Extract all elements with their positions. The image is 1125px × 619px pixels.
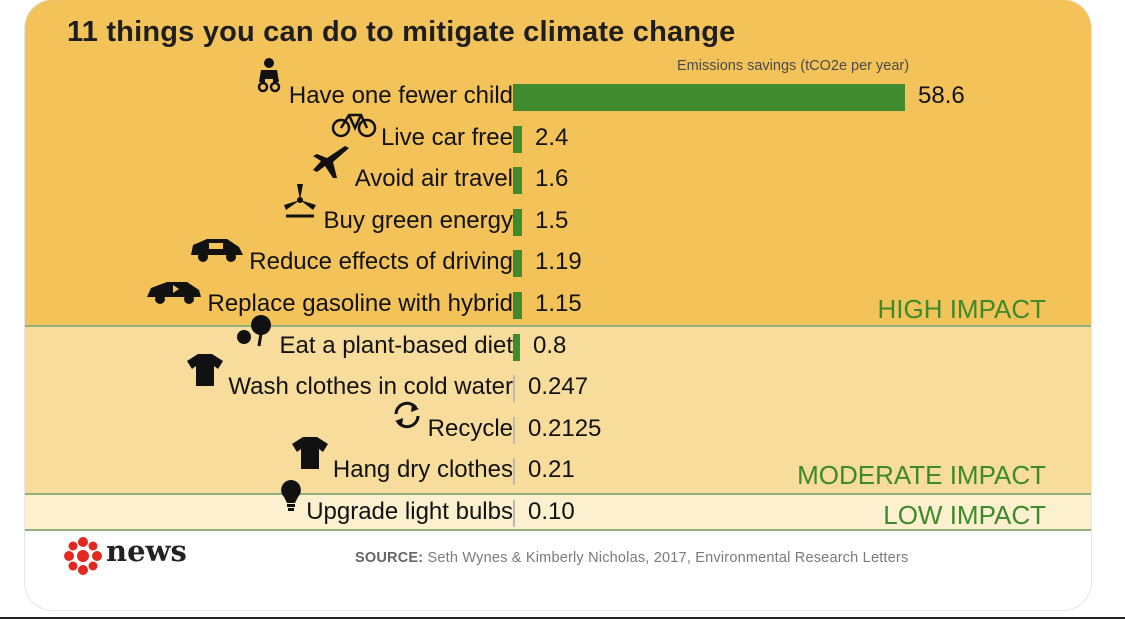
baby-icon [253, 57, 285, 97]
infographic-card: 11 things you can do to mitigate climate… [25, 0, 1091, 610]
bar [513, 500, 515, 527]
bicycle-icon [331, 109, 377, 139]
category-label: Live car free [380, 123, 513, 151]
bar [513, 375, 515, 403]
bar [513, 292, 522, 319]
bottom-rule [0, 617, 1125, 619]
divider-high-moderate [25, 325, 1091, 327]
axis-units-label: Emissions savings (tCO2e per year) [677, 58, 910, 74]
category-label: Have one fewer child [288, 82, 513, 109]
shirt-icon [291, 435, 329, 471]
bar [513, 416, 515, 444]
category-label: Replace gasoline with hybrid [207, 290, 513, 317]
category-label: Hang dry clothes [332, 456, 513, 484]
hybrid-car-icon [145, 279, 203, 305]
value-label: 2.4 [535, 123, 569, 151]
source-text: Seth Wynes & Kimberly Nicholas, 2017, En… [427, 550, 909, 566]
recycle-icon [390, 400, 424, 430]
high-impact-label: HIGH IMPACT [877, 294, 1046, 324]
category-label: Buy green energy [323, 206, 513, 234]
value-label: 0.10 [528, 498, 575, 525]
airplane-icon [311, 146, 351, 180]
divider-low-footer [25, 529, 1091, 531]
moderate-impact-band [25, 326, 1091, 494]
bar [513, 125, 522, 153]
source-credit: SOURCE: Seth Wynes & Kimberly Nicholas, … [355, 550, 908, 566]
value-label: 1.15 [535, 290, 582, 317]
chart-title: 11 things you can do to mitigate climate… [67, 16, 736, 48]
shirt-icon [186, 352, 224, 388]
news-logo-text: news [106, 534, 187, 568]
source-label: SOURCE: [355, 550, 424, 566]
bar [513, 167, 522, 195]
bar [513, 84, 905, 111]
value-label: 0.21 [528, 456, 575, 484]
value-label: 58.6 [918, 82, 965, 109]
car-icon [187, 237, 245, 263]
value-label: 1.5 [535, 206, 569, 234]
divider-moderate-low [25, 493, 1091, 495]
category-label: Upgrade light bulbs [306, 498, 513, 525]
bar [513, 333, 520, 361]
moderate-impact-label: MODERATE IMPACT [797, 460, 1046, 490]
light-bulb-icon [280, 479, 302, 513]
vegetable-icon [234, 313, 276, 347]
bar [513, 208, 522, 236]
low-impact-label: LOW IMPACT [883, 500, 1046, 530]
value-label: 1.6 [535, 165, 569, 193]
category-label: Recycle [427, 414, 513, 442]
category-label: Wash clothes in cold water [228, 373, 513, 401]
bar [513, 250, 522, 278]
value-label: 0.2125 [528, 414, 602, 442]
value-label: 1.19 [535, 248, 582, 276]
category-label: Avoid air travel [354, 165, 513, 193]
low-impact-band [25, 494, 1091, 530]
high-impact-band [25, 0, 1091, 326]
category-label: Reduce effects of driving [249, 248, 513, 276]
bar [513, 458, 515, 486]
value-label: 0.247 [528, 373, 589, 401]
cbc-gem-logo [63, 536, 103, 581]
category-label: Eat a plant-based diet [279, 331, 514, 359]
wind-turbine-icon [280, 182, 320, 222]
value-label: 0.8 [533, 331, 567, 359]
